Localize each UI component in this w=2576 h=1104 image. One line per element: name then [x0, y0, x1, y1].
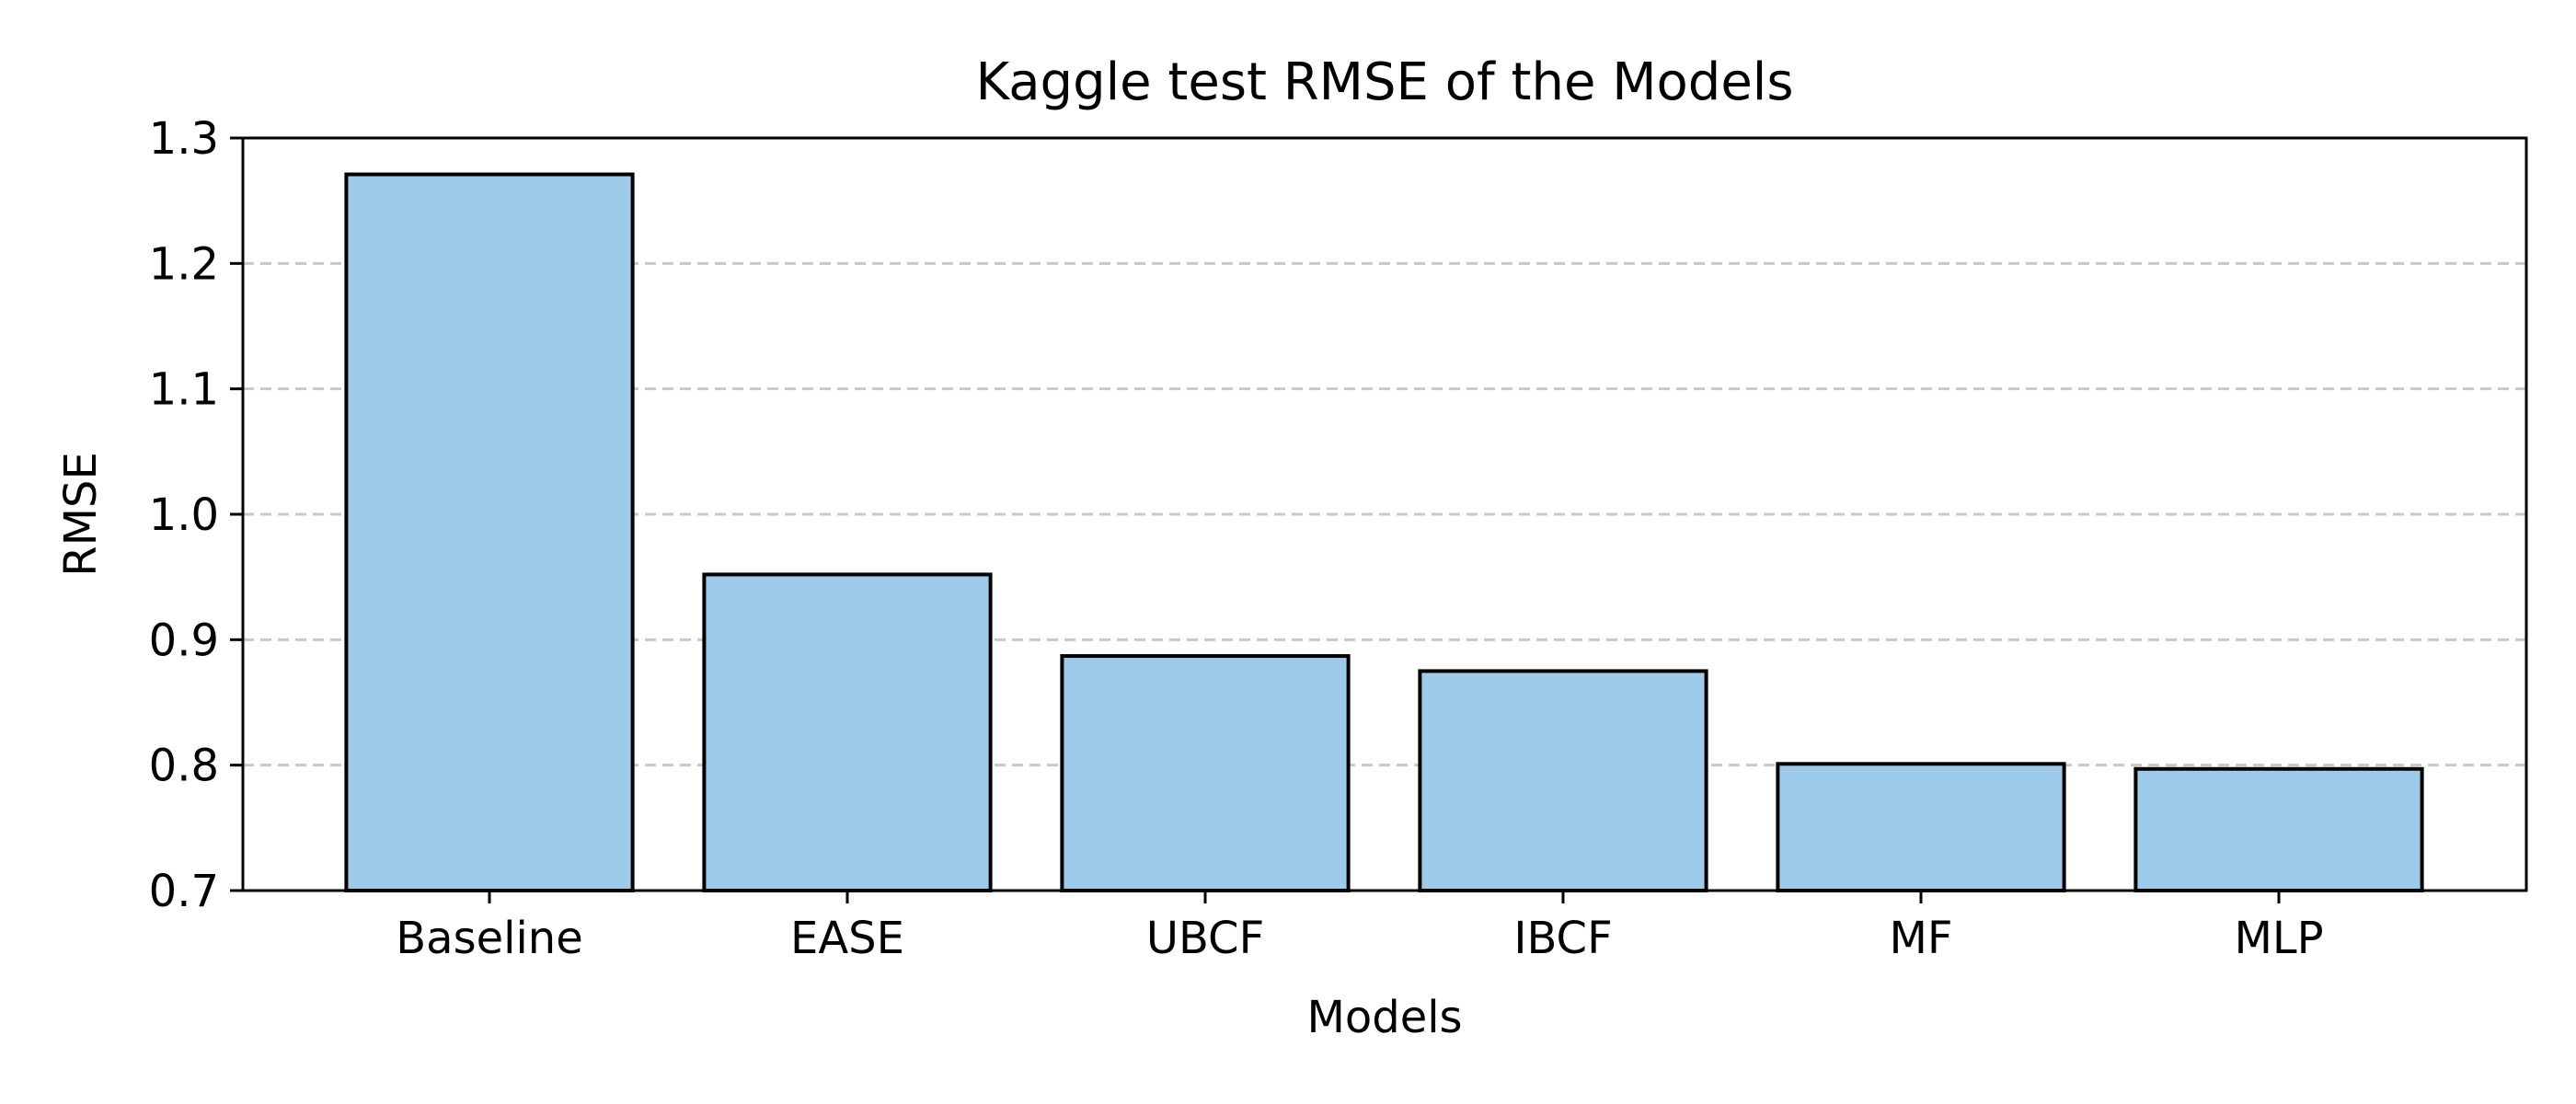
bar-mf — [1776, 762, 2066, 893]
y-tick-label: 1.0 — [149, 489, 219, 541]
y-axis: 0.7 0.8 0.9 1.0 1.1 1.2 1.3 — [149, 113, 243, 917]
bars — [344, 172, 2424, 893]
x-tick-label: MLP — [2234, 913, 2323, 964]
bar-ubcf — [1060, 654, 1351, 892]
x-tick-label: EASE — [790, 913, 904, 964]
y-tick-label: 1.2 — [149, 238, 219, 290]
x-axis: Baseline EASE UBCF IBCF MF MLP — [396, 891, 2324, 964]
y-tick-label: 0.9 — [149, 615, 219, 666]
bar-baseline — [344, 172, 635, 892]
bar-mlp — [2133, 766, 2424, 892]
x-tick-label: IBCF — [1513, 913, 1612, 964]
x-tick-label: MF — [1889, 913, 1952, 964]
bar-ease — [702, 572, 993, 892]
grid-lines — [243, 261, 2526, 767]
bar-ibcf — [1418, 669, 1708, 893]
y-tick-label: 1.3 — [149, 113, 219, 165]
y-axis-label: RMSE — [55, 452, 107, 577]
x-tick-label: Baseline — [396, 913, 583, 964]
x-tick-label: UBCF — [1146, 913, 1264, 964]
x-axis-label: Models — [1306, 992, 1462, 1043]
chart-title: Kaggle test RMSE of the Models — [975, 52, 1793, 112]
y-tick-label: 1.1 — [149, 364, 219, 416]
y-tick-label: 0.7 — [149, 866, 219, 917]
y-tick-label: 0.8 — [149, 741, 219, 792]
